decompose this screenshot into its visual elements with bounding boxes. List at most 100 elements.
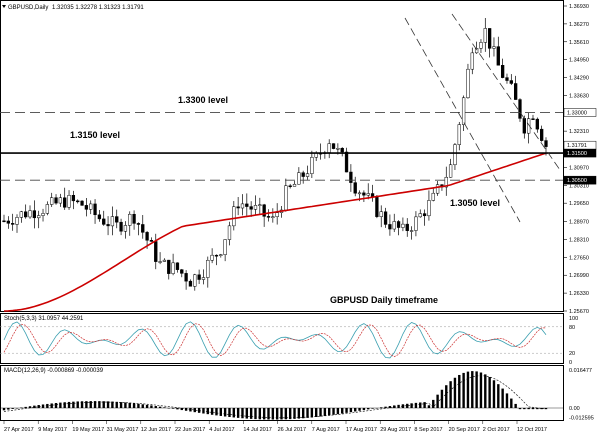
stoch-panel-frame [0,313,564,364]
stoch-axis: 100 80 20 0 [569,316,578,366]
candle-body [240,203,245,209]
macd-bar [59,402,62,408]
candle-body [535,118,539,130]
candle-body [305,173,310,177]
macd-bar [288,408,292,420]
candle-body [219,254,223,256]
macd-bar [28,406,32,408]
macd-bar [514,403,517,408]
candle-body [409,230,414,232]
macd-bar [176,408,179,410]
candle-body [483,28,487,43]
macd-bar [223,408,227,417]
candle-body [102,218,106,225]
price-tick-label: 1.34290 [569,76,589,82]
annotation-timeframe: GBPUSD Daily timeframe [330,295,438,305]
macd-bar [258,408,262,420]
macd-bar [154,406,157,408]
candle-body [487,28,492,49]
macd-bar [111,401,114,408]
macd-bar [132,403,136,408]
candle-body [201,277,206,280]
macd-bar [275,408,279,420]
candle-body [435,184,440,194]
price-tick-label: 1.34950 [569,58,589,64]
macd-bar [328,408,331,416]
macd-bar [145,404,149,408]
macd-tick-label: -0.012595 [569,415,594,421]
price-badge [563,108,597,117]
macd-bar [236,408,240,418]
macd-bar [501,388,504,408]
moving-average-layer [3,152,547,312]
candle-body [262,204,266,217]
candle-body [474,48,479,54]
candle-body [431,192,435,201]
main-chart-frame [0,0,564,312]
macd-bar [384,406,387,408]
macd-bar [15,408,19,409]
macd-bar [301,408,305,419]
macd-bar [367,408,370,410]
macd-bar [72,401,75,408]
stoch-tick-label: 20 [569,351,575,357]
macd-bar [297,408,301,419]
macd-bar [523,408,526,410]
candle-body [214,254,219,257]
candle-body [275,212,279,217]
candle-body [496,46,500,66]
macd-bar [540,408,543,410]
macd-bar [518,408,522,410]
candle-body [362,192,366,196]
macd-bar [80,401,84,408]
candle-body [336,148,340,150]
macd-bar [375,407,379,409]
candle-body [71,195,76,202]
candle-body [379,211,383,217]
candle-body [479,42,483,49]
macd-bar [98,401,101,408]
macd-bar [54,403,58,408]
date-tick-label: 12 Oct 2017 [517,427,547,433]
candle-body [427,200,431,217]
macd-bar [505,393,509,408]
symbol-dropdown-icon[interactable] [2,5,6,8]
candle-body [123,225,128,232]
candle-body [67,195,71,208]
macd-bar [124,402,127,408]
macd-bar [150,405,153,408]
macd-bar [193,408,196,413]
candle-body [396,221,401,228]
date-tick-label: 22 Jun 2017 [175,427,205,433]
candle-body [227,225,232,240]
macd-bar [249,408,253,419]
macd-bar [341,408,344,414]
price-badge-label: 1.31791 [567,143,587,149]
macd-bar [362,408,366,411]
date-tick-label: 8 Sep 2017 [414,427,442,433]
price-badge-label: 1.31500 [567,151,587,157]
macd-bar [262,408,266,420]
macd-bar [310,408,314,418]
candle-body [41,213,45,216]
macd-bar [184,408,188,411]
macd-bar [319,408,322,417]
macd-label: MACD(12,26,9) -0.000869 -0.000039 [4,368,104,374]
candle-body [513,83,518,100]
macd-bar [7,408,10,410]
candle-body [448,164,453,178]
price-tick-label: 1.30970 [569,165,589,171]
macd-bar [245,408,249,419]
date-tick-label: 26 Jul 2017 [278,427,306,433]
macd-bar [440,389,444,408]
stochastic-lines [0,321,563,359]
macd-bar [527,408,530,410]
macd-bar [280,408,283,420]
price-tick-label: 1.27650 [569,255,589,261]
candle-body [141,224,145,233]
macd-bar [50,403,53,408]
macd-bar [445,385,448,408]
candle-body [76,200,80,203]
candle-body [167,259,171,274]
